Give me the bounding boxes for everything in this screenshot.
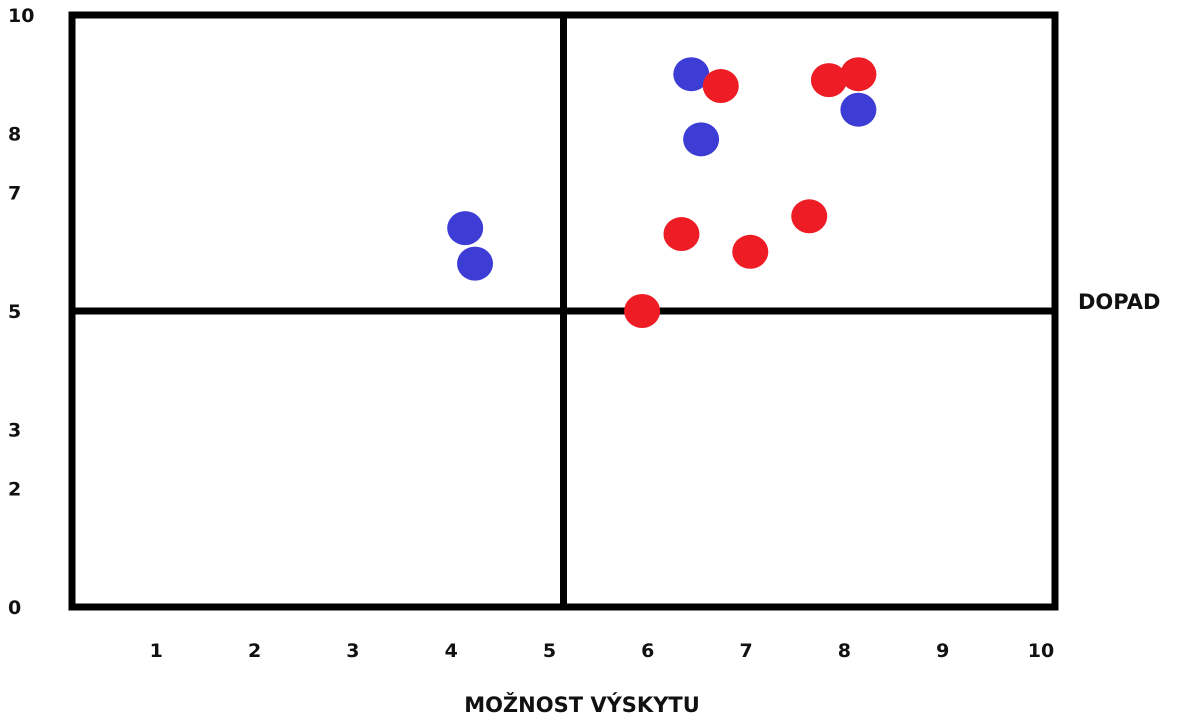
- data-point: [702, 69, 739, 104]
- x-axis-label: MOŽNOST VÝSKYTU: [464, 692, 700, 717]
- y-tick-label: 0: [8, 597, 21, 619]
- data-point: [840, 92, 877, 127]
- x-tick-label: 1: [150, 640, 163, 662]
- data-point: [683, 122, 720, 157]
- x-tick-label: 6: [641, 640, 654, 662]
- data-point: [447, 211, 484, 246]
- data-point: [791, 199, 828, 234]
- y-tick-label: 8: [8, 123, 21, 145]
- x-axis-ticks: 1 2 3 4 5 6 7 8 9 10: [150, 640, 1055, 662]
- x-tick-label: 9: [936, 640, 949, 662]
- x-tick-label: 8: [838, 640, 851, 662]
- x-tick-label: 10: [1028, 640, 1054, 662]
- y-tick-label: 3: [8, 419, 21, 441]
- data-point: [810, 63, 847, 98]
- x-tick-label: 3: [346, 640, 359, 662]
- y-tick-label: 7: [8, 183, 21, 205]
- data-point: [673, 57, 710, 92]
- data-point: [624, 294, 661, 328]
- y-tick-label: 5: [8, 301, 21, 323]
- data-point: [457, 246, 494, 281]
- data-point: [663, 217, 700, 252]
- y-axis-ticks: 0 2 3 5 7 8 10: [8, 5, 34, 619]
- x-tick-label: 4: [445, 640, 458, 662]
- y-tick-label: 2: [8, 479, 21, 501]
- x-tick-label: 5: [543, 640, 556, 662]
- y-tick-label: 10: [8, 5, 34, 27]
- data-point: [840, 57, 877, 92]
- y-axis-label: DOPAD: [1078, 290, 1160, 314]
- data-points: [447, 57, 877, 328]
- data-point: [732, 234, 769, 269]
- x-tick-label: 7: [739, 640, 752, 662]
- x-tick-label: 2: [248, 640, 261, 662]
